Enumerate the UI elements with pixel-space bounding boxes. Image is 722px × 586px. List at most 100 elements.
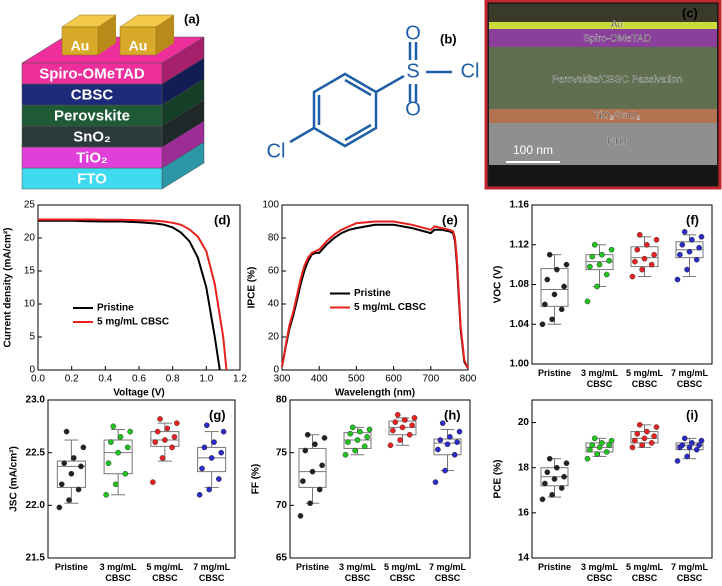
x-tick-label: 0.6: [132, 374, 146, 385]
box: [56, 460, 86, 488]
panel-label: (f): [686, 212, 699, 227]
y-axis-label: JSC (mA/cm²): [9, 446, 20, 512]
atom: O: [405, 22, 421, 44]
y-tick-label: 0: [273, 365, 279, 376]
data-point: [584, 298, 591, 305]
data-point: [439, 420, 446, 427]
data-point: [693, 256, 700, 263]
x-tick-label: 0.2: [65, 374, 79, 385]
data-point: [641, 435, 648, 442]
box: [630, 246, 659, 268]
y-tick-label: 1.08: [510, 279, 530, 290]
data-point: [361, 443, 368, 450]
y-tick-label: 0: [29, 365, 35, 376]
data-point: [357, 428, 363, 435]
data-point: [587, 446, 593, 453]
data-point: [169, 444, 175, 451]
data-point: [399, 424, 406, 431]
sem-fto: [489, 123, 717, 165]
layer-side-shade: [162, 37, 204, 84]
atom: Cl: [267, 140, 286, 162]
plot-frame: [289, 399, 471, 559]
x-tick-label: 400: [311, 374, 328, 385]
x-tick-label: 1.2: [233, 374, 247, 385]
data-point: [551, 476, 558, 482]
data-point: [70, 455, 77, 461]
data-point: [651, 433, 657, 439]
x-tick-label: 7 mg/mL CBSC: [428, 562, 466, 583]
data-point: [632, 258, 638, 265]
y-axis-label: PCE (%): [493, 460, 504, 499]
data-point: [157, 416, 163, 422]
x-tick-label: 5 mg/mL CBSC: [146, 562, 184, 583]
au-front: [61, 26, 99, 56]
y-tick-label: 16: [518, 507, 530, 518]
sem-image: [484, 0, 722, 190]
y-tick-label: 75: [276, 447, 288, 458]
layer-label: Perovskite: [54, 107, 130, 124]
data-point: [115, 449, 121, 456]
data-point: [347, 430, 354, 437]
layer-side-shade: [162, 58, 204, 105]
layer-side-shade: [162, 79, 204, 126]
y-tick-label: 1.16: [510, 200, 530, 211]
au-side: [98, 15, 116, 55]
data-point: [696, 244, 702, 251]
data-point: [312, 441, 318, 448]
sem-au: [489, 22, 717, 29]
x-tick-label: 5 mg/mL CBSC: [625, 368, 663, 389]
molecule-bonds: [289, 42, 452, 148]
sem-layer-label: TiO₂/SnO₂: [594, 111, 640, 122]
data-point: [201, 444, 208, 451]
y-tick-label: 22.5: [26, 447, 46, 458]
sem-glass: [489, 165, 717, 185]
y-tick-label: 1.12: [510, 239, 530, 250]
data-point: [309, 468, 316, 475]
data-point: [442, 467, 448, 474]
au-front: [119, 26, 157, 56]
data-point: [558, 485, 565, 491]
data-point: [110, 423, 117, 430]
y-tick-label: 25: [24, 200, 36, 211]
data-point: [596, 261, 603, 268]
y-tick-label: 60: [268, 266, 280, 277]
data-line: [38, 219, 221, 371]
data-point: [447, 434, 453, 440]
double-bond: [344, 78, 372, 97]
data-point: [435, 446, 441, 453]
data-point: [103, 491, 109, 498]
data-point: [456, 428, 463, 435]
sem-layer-label: Au: [611, 20, 623, 31]
data-point: [352, 447, 358, 454]
data-point: [300, 478, 306, 484]
data-point: [651, 251, 657, 258]
data-point: [196, 491, 203, 498]
plot-frame: [47, 399, 236, 559]
data-point: [546, 455, 553, 462]
sem-top: [489, 4, 717, 22]
y-tick-label: 21.5: [26, 553, 46, 564]
legend-label: 5 mg/mL CBSC: [97, 317, 169, 328]
box: [150, 431, 180, 447]
data-point: [594, 283, 600, 290]
data-point: [392, 419, 399, 425]
data-point: [345, 439, 351, 445]
data-point: [366, 426, 373, 433]
data-point: [634, 246, 641, 253]
data-point: [554, 464, 560, 471]
data-line: [38, 218, 228, 371]
y-tick-label: 80: [276, 395, 288, 406]
data-point: [677, 251, 683, 258]
layer-label: CBSC: [71, 86, 114, 103]
panel-label: (h): [444, 407, 461, 422]
data-point: [639, 442, 645, 448]
x-tick-label: 700: [422, 374, 439, 385]
data-point: [558, 306, 565, 313]
layer-front: [21, 62, 163, 85]
layer-side-shade: [162, 142, 204, 189]
data-point: [684, 453, 690, 460]
data-point: [636, 231, 643, 238]
y-axis-label: Current density (mA/cm²): [3, 227, 14, 347]
panel-label: (b): [440, 31, 457, 46]
data-point: [319, 462, 325, 469]
